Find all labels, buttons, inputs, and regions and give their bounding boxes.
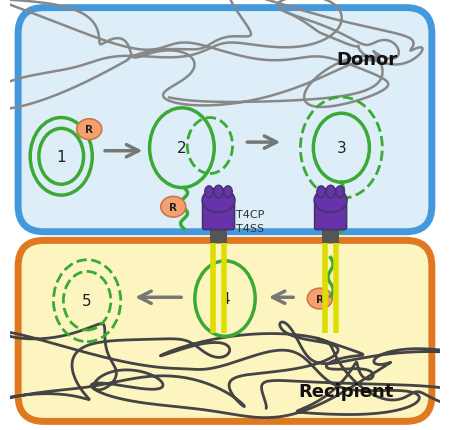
Ellipse shape (161, 197, 186, 218)
Text: T4CP: T4CP (236, 209, 264, 219)
Text: T4SS: T4SS (236, 224, 264, 234)
Ellipse shape (205, 187, 213, 198)
Ellipse shape (202, 189, 235, 213)
Ellipse shape (317, 187, 325, 198)
Ellipse shape (307, 289, 332, 309)
Text: R: R (316, 294, 324, 304)
Text: 4: 4 (220, 292, 230, 306)
Text: 2: 2 (177, 141, 187, 156)
Ellipse shape (224, 187, 232, 198)
FancyBboxPatch shape (202, 202, 234, 230)
FancyBboxPatch shape (18, 9, 432, 232)
Text: R: R (85, 125, 93, 135)
Ellipse shape (326, 186, 335, 199)
FancyBboxPatch shape (315, 202, 346, 230)
Ellipse shape (214, 186, 223, 199)
Text: Donor: Donor (337, 51, 398, 69)
Text: 1: 1 (56, 150, 66, 164)
Text: 5: 5 (82, 294, 92, 308)
FancyBboxPatch shape (18, 241, 432, 421)
Text: Recipient: Recipient (298, 382, 393, 400)
Ellipse shape (77, 120, 102, 140)
Text: 3: 3 (337, 141, 346, 156)
Ellipse shape (314, 189, 347, 213)
Bar (322, 228, 339, 243)
Bar (210, 228, 227, 243)
Text: R: R (169, 202, 177, 212)
Ellipse shape (336, 187, 344, 198)
